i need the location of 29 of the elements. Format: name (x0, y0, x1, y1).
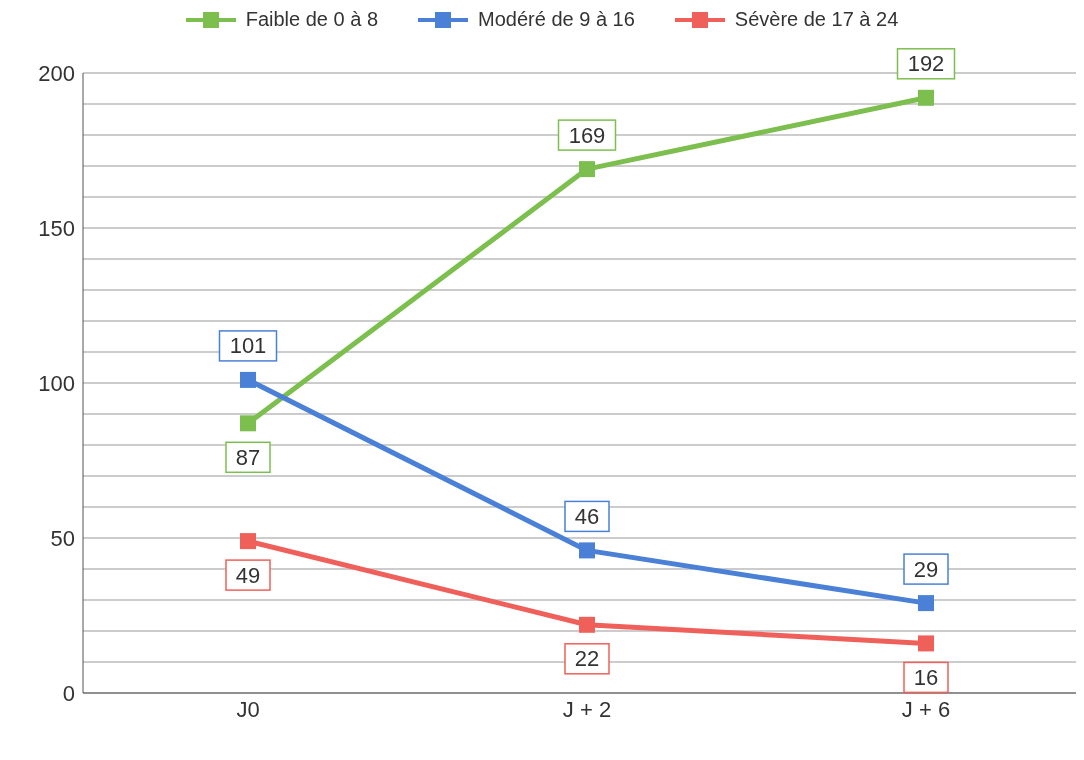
y-tick-label: 100 (38, 370, 75, 396)
y-tick-label: 50 (50, 525, 75, 551)
point (918, 595, 934, 612)
x-tick-label: J0 (236, 696, 260, 722)
y-tick-label: 150 (38, 215, 75, 241)
point (579, 616, 595, 633)
data-label: 29 (913, 556, 939, 582)
data-label: 87 (235, 444, 261, 470)
point (240, 533, 256, 550)
legend-label: Sévère de 17 à 24 (734, 8, 899, 31)
legend-label: Modéré de 9 à 16 (478, 8, 635, 31)
point (240, 415, 256, 432)
x-tick-label: J + 6 (901, 696, 951, 722)
data-label: 101 (229, 333, 267, 359)
point (579, 161, 595, 178)
point (918, 89, 934, 106)
point (918, 635, 934, 652)
data-label: 46 (574, 503, 600, 529)
data-label: 192 (907, 51, 945, 77)
legend-label: Faible de 0 à 8 (245, 8, 379, 31)
y-tick-label: 0 (62, 680, 75, 706)
y-tick-label: 200 (38, 60, 75, 86)
x-tick-label: J + 2 (562, 696, 612, 722)
data-label: 169 (568, 122, 606, 148)
data-label: 49 (235, 562, 261, 588)
data-label: 22 (574, 646, 600, 672)
point (240, 371, 256, 388)
data-label: 16 (913, 664, 939, 690)
point (579, 542, 595, 559)
